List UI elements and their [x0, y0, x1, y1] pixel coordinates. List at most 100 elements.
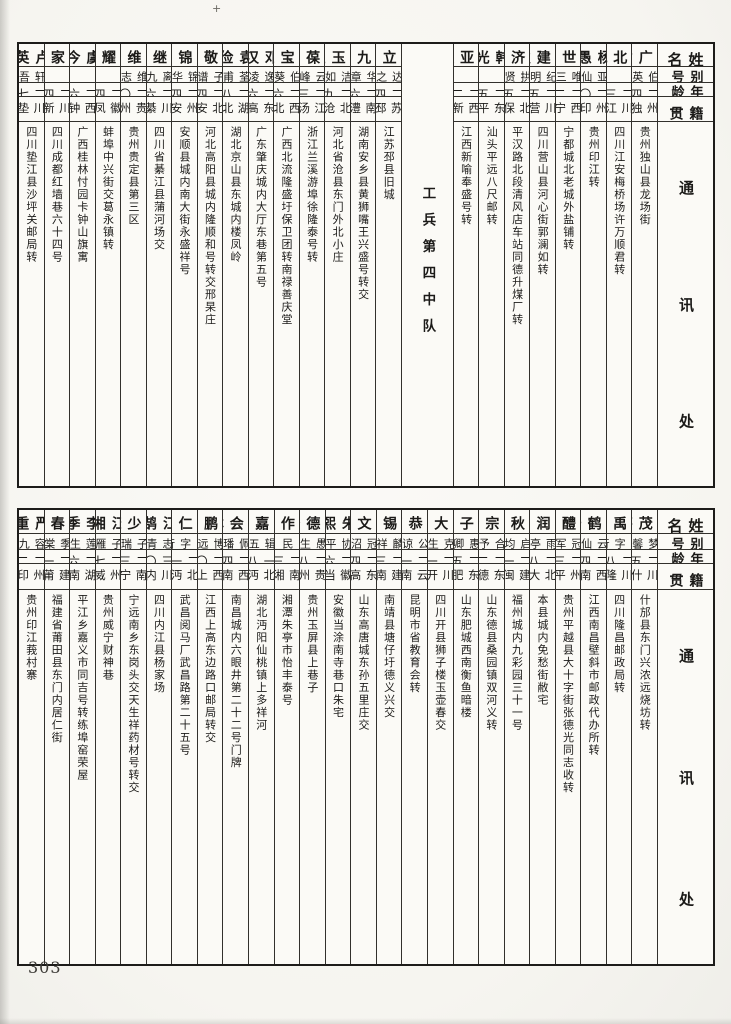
address-text: 四川开县狮子楼玉壶春交: [433, 593, 447, 732]
age-text: 一八: [249, 555, 274, 565]
person-column: 江鹄志青三〇四川内江四川内江县杨家场: [145, 510, 172, 964]
address-cell: 四川成都红墙巷六十四号: [45, 122, 70, 486]
name-text: 李文沼: [351, 516, 376, 530]
alias-cell: 容九: [18, 534, 44, 551]
address-text: 贵州威宁财神巷: [101, 593, 115, 682]
native-text: 四川营山: [530, 101, 555, 114]
native-text: 贵州印江: [581, 101, 606, 114]
address-cell: 江苏邳县旧城: [376, 122, 401, 486]
name-text: 张葆湘: [300, 50, 325, 64]
age-text: 二六: [325, 555, 351, 565]
age-text: 二一: [504, 555, 530, 565]
native-text: 山东德县: [479, 569, 504, 581]
age-cell: 二六: [146, 83, 172, 97]
address-cell: 江西南昌壁斜市邮政代办所转: [581, 590, 606, 964]
alias-text: 子雁: [95, 537, 121, 549]
address-cell: 贵州独山县龙场街: [632, 122, 657, 486]
address-cell: 南靖县塘仔圩德义兴交: [377, 590, 402, 964]
age-cell: 二四: [197, 83, 223, 97]
native-text: 湖北: [223, 101, 248, 114]
name-text: 李季: [70, 516, 95, 530]
age-cell: 二三: [555, 550, 581, 565]
name-cell: 罗会琳: [223, 510, 248, 534]
native-place-cell: 湖南: [70, 564, 95, 590]
age-cell: 二二: [479, 550, 504, 565]
alias-text: 亚仙: [581, 71, 606, 83]
address-text: 贵州平越县大十字街张德光同志收转: [561, 593, 575, 794]
native-place-cell: 贵州: [121, 97, 146, 122]
native-text: 贵州安顺: [172, 101, 197, 114]
alias-cell: 华章: [350, 67, 376, 83]
age-text: 二四: [197, 88, 223, 97]
address-text: 四川营山县河心街郭澜如转: [536, 125, 550, 276]
age-cell: 二五: [479, 83, 504, 97]
native-text: 贵州平越: [555, 569, 581, 581]
address-cell: 安顺县城内南大街永盛祥号: [172, 122, 197, 486]
native-place-cell: 湖北: [223, 97, 248, 122]
alias-cell: 唯三: [555, 67, 581, 83]
name-text: 罗会琳: [223, 516, 248, 530]
native-place-header: 籍贯: [667, 573, 704, 588]
address-text: 山东德县桑园镇双河义转: [484, 593, 498, 732]
address-cell: 湖南安乡县黄狮嘴王兴盛号转交: [351, 122, 376, 486]
address-text: 浙江兰溪游埠徐隆泰号转: [305, 125, 319, 264]
native-place-cell: 贵州独山: [632, 97, 657, 122]
name-header: 姓名: [665, 52, 705, 67]
person-column: 萧九成华章二六湖南澧县湖南安乡县黄狮嘴王兴盛号转交: [349, 44, 376, 486]
name-cell: 郑春铧: [44, 510, 70, 534]
person-column: 李玉生洁如二九河北沧县河北省沧县东门外北小庄: [324, 44, 350, 486]
address-cell: 四川省綦江县蒲河场交: [147, 122, 172, 486]
native-text: 广西钟山: [70, 101, 95, 114]
native-place-header-cell: 籍贯: [658, 97, 713, 122]
alias-cell: 梦馨: [632, 534, 657, 551]
address-text: 昆明市省教育会转: [408, 593, 422, 694]
native-text: 四川垫江: [19, 101, 44, 114]
age-text: 二三: [299, 88, 325, 97]
person-column: 张醴泉冠军二三贵州平越贵州平越县大十字街张德光同志收转: [554, 510, 581, 964]
person-column: 李季 莲生 二六 湖南 平江乡嘉义市同吉号转练埠窑荣屋: [69, 510, 95, 964]
name-text: 袁俭: [223, 50, 248, 64]
person-column: 黎作新民二三湖南湘潭湘潭朱亭市怡丰泰号: [273, 510, 300, 964]
native-text: 湖南澧县: [350, 101, 376, 114]
person-column: 韩光二五广东平远汕头平远八尺邮转: [478, 44, 504, 486]
native-place-cell: 贵州安顺: [172, 97, 197, 122]
address-text: 山东肥城西南衡鱼暗楼: [459, 593, 473, 719]
name-cell: 黎作新: [274, 510, 300, 534]
native-place-cell: 福建南靖: [376, 564, 402, 590]
name-text: 朱熙: [325, 516, 351, 530]
address-text: 四川垫江县沙坪关邮局转: [24, 125, 38, 264]
address-cell: 蚌埠中兴街交葛永镇转: [96, 122, 121, 486]
alias-text: 洁如: [325, 71, 350, 83]
address-text: 江苏邳县旧城: [382, 125, 396, 201]
native-text: 湖北沔阳: [172, 569, 197, 581]
alias-cell: 克生: [427, 534, 453, 551]
age-text: 二〇: [581, 88, 606, 97]
age-text: 二五: [453, 555, 479, 565]
native-text: 山东高唐: [351, 569, 376, 581]
name-cell: 张葆湘: [299, 44, 325, 68]
address-text: 江西新喻奉盛号转: [459, 125, 473, 226]
alias-text: 以字行: [172, 537, 197, 549]
alias-cell: 公谅: [402, 534, 427, 551]
person-column: 杨敬贤子谱二四河北安新河北高阳县城内隆顺和号转交邢杲庄: [196, 44, 223, 486]
age-text: 二六: [146, 88, 172, 97]
name-cell: 李北嵐: [606, 44, 632, 68]
name-text: 党宝忠: [274, 50, 299, 64]
address-cell: 贵州贵定县第三区: [121, 122, 146, 486]
alias-cell: 锦华: [172, 67, 197, 83]
alias-cell: 民: [274, 534, 300, 551]
name-cell: 张继炎: [146, 44, 172, 68]
alias-cell: 启均: [504, 534, 530, 551]
native-place-cell: 云南: [402, 564, 427, 590]
native-text: 四川什邡: [632, 569, 657, 581]
alias-cell: 莲生: [70, 534, 95, 551]
name-text: 杨鹤寿: [581, 516, 606, 530]
age-cell: 二六: [70, 550, 95, 565]
address-cell: 武昌阅马厂武昌路第二十五号: [172, 590, 197, 964]
alias-text: 离九: [146, 71, 172, 83]
address-cell: 贵州玉屏县上巷子: [300, 590, 325, 964]
alias-text: 雨亭: [530, 537, 555, 549]
unit-divider-label: 工兵第四中队: [419, 185, 436, 345]
alias-cell: 离九: [146, 67, 172, 83]
native-place-cell: 山东德县: [479, 564, 504, 590]
